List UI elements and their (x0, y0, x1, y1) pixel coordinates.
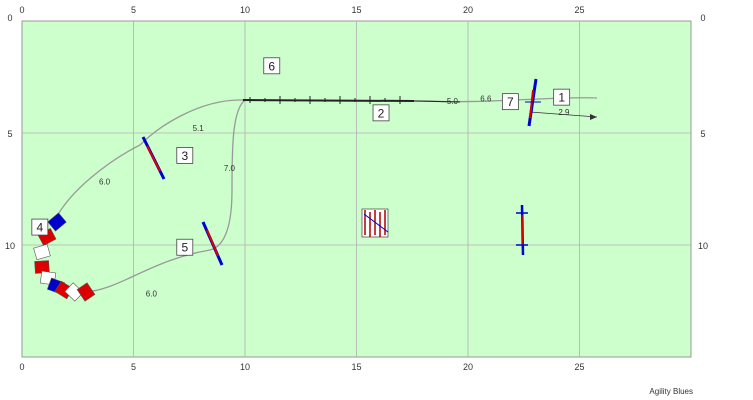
y-tick-label-left: 10 (5, 241, 15, 251)
course-path (54, 97, 598, 221)
x-tick-label-bottom: 20 (463, 362, 473, 372)
obstacle-number: 3 (181, 149, 188, 163)
obstacle-number: 4 (36, 221, 43, 235)
distance-label: 6.6 (480, 95, 492, 104)
jump-obstacle-5 (201, 221, 224, 266)
obstacle-number-box (263, 57, 281, 75)
obstacle-number-box (176, 146, 194, 164)
distance-labels: 2.9 5.0 6.6 5.1 6.0 7.0 6.0 (99, 95, 570, 299)
obstacle-number-box (553, 88, 571, 106)
jump-obstacle-3 (141, 136, 166, 180)
finish-arrow-icon (590, 114, 597, 120)
distance-label: 2.9 (558, 108, 570, 117)
y-tick-label-right: 5 (700, 129, 705, 139)
tunnel-segment (76, 282, 96, 302)
grid-lines (22, 21, 691, 357)
obstacle-number: 5 (181, 241, 188, 255)
dogwalk-obstacle (242, 96, 461, 104)
y-tick-label-right: 0 (700, 13, 705, 23)
course-path-finish (529, 111, 598, 118)
obstacle-numbers: 1 2 3 4 5 6 7 (31, 57, 571, 256)
brand-label: Agility Blues (649, 387, 693, 396)
x-tick-label-bottom: 5 (131, 362, 136, 372)
tunnel-obstacle-4 (33, 212, 96, 302)
obstacle-number: 2 (378, 106, 385, 120)
distance-label: 7.0 (224, 164, 236, 173)
obstacle-number: 7 (507, 95, 514, 109)
x-tick-label-top: 15 (351, 5, 361, 15)
weave-poles (361, 208, 389, 238)
tunnel-segment (33, 243, 51, 261)
y-tick-label-left: 0 (7, 13, 12, 23)
y-tick-label-left: 5 (7, 129, 12, 139)
x-tick-label-bottom: 10 (240, 362, 250, 372)
course-path-return (84, 99, 246, 293)
x-tick-label-bottom: 25 (574, 362, 584, 372)
distance-label: 5.0 (447, 97, 459, 106)
distance-label: 6.0 (146, 290, 158, 299)
x-tick-label-top: 20 (463, 5, 473, 15)
obstacle-number-box (372, 104, 390, 122)
tunnel-segment (47, 212, 67, 232)
y-tick-label-right: 10 (698, 241, 708, 251)
x-tick-label-bottom: 0 (19, 362, 24, 372)
obstacle-number-box (501, 93, 519, 111)
tunnel-segment (64, 282, 84, 302)
obstacle-number-box (176, 238, 194, 256)
x-tick-label-top: 10 (240, 5, 250, 15)
distance-label: 5.1 (193, 124, 205, 133)
single-bar-jump (516, 204, 528, 256)
x-tick-label-bottom: 15 (351, 362, 361, 372)
jump-obstacle-1 (525, 78, 541, 127)
x-tick-label-top: 5 (131, 5, 136, 15)
x-tick-label-top: 0 (19, 5, 24, 15)
distance-label: 6.0 (99, 178, 111, 187)
obstacle-number: 6 (268, 59, 275, 73)
obstacle-number-box (31, 218, 49, 236)
obstacle-number: 1 (558, 91, 565, 105)
x-tick-label-top: 25 (574, 5, 584, 15)
